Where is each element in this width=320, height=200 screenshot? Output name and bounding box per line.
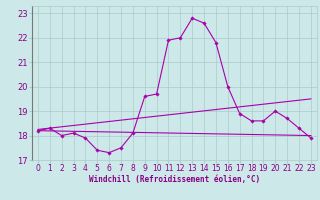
X-axis label: Windchill (Refroidissement éolien,°C): Windchill (Refroidissement éolien,°C) bbox=[89, 175, 260, 184]
